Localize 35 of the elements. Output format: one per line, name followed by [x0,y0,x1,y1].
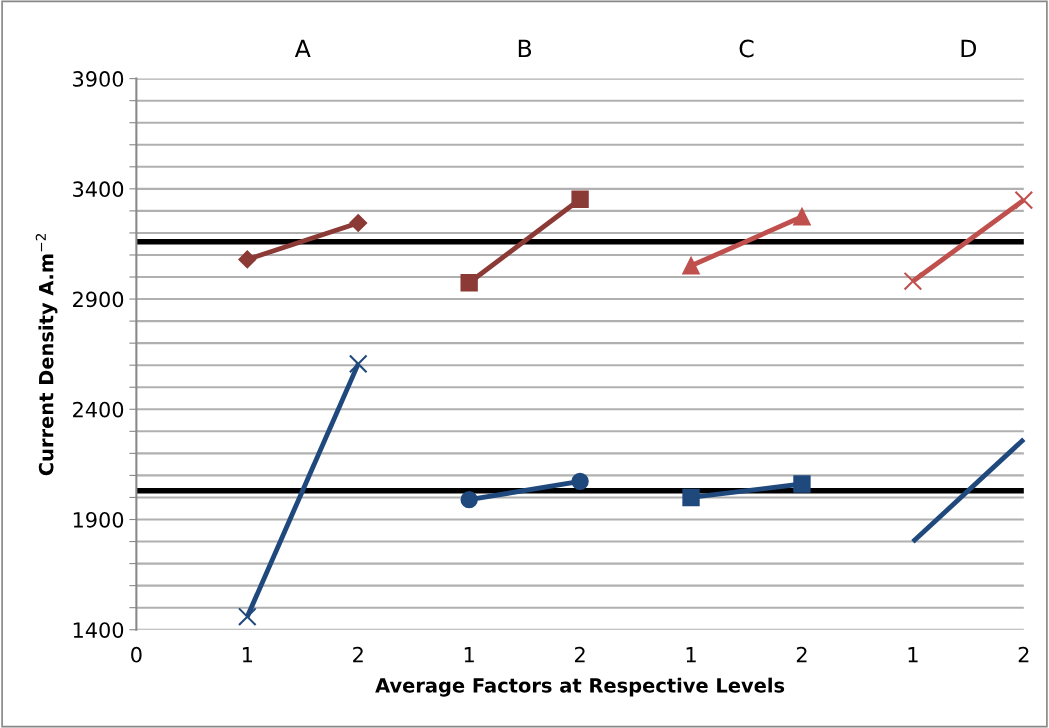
point [571,190,589,208]
x-tick-label: 2 [353,646,363,663]
y-tick-label: 2400 [73,401,124,418]
y-tick-label: 1900 [73,511,124,528]
point [460,490,478,509]
point [903,271,923,291]
point [238,250,257,269]
point [348,354,368,374]
x-tick-label: 1 [242,647,253,663]
point [237,607,257,627]
x-tick-label: 1 [908,647,918,663]
point [682,488,700,507]
x-tick-label: 1 [464,647,474,663]
point [571,472,589,491]
x-tick-label: 0 [131,646,142,663]
x-tick-label: 2 [575,646,585,663]
x-tick-label: 2 [796,646,807,663]
text: D [961,39,977,58]
text: A [294,39,311,58]
y-tick-label: 2900 [73,291,124,308]
text: B [518,39,532,58]
x-tick-label: 2 [1018,646,1029,663]
y-tick-label: 1400 [73,622,124,638]
text: C [739,39,754,58]
x-axis-title: Average Factors at Respective Levels [375,677,785,697]
point [349,214,368,232]
point [793,208,811,226]
point [682,257,700,275]
x-tick-label: 1 [686,647,696,663]
y-tick-label: 3900 [73,71,124,87]
point [793,475,811,493]
y-tick-label: 3400 [73,181,124,198]
y-axis-title: Current Density A.m$^{−2}$ [35,234,58,476]
point [1014,190,1034,210]
point [460,274,478,292]
